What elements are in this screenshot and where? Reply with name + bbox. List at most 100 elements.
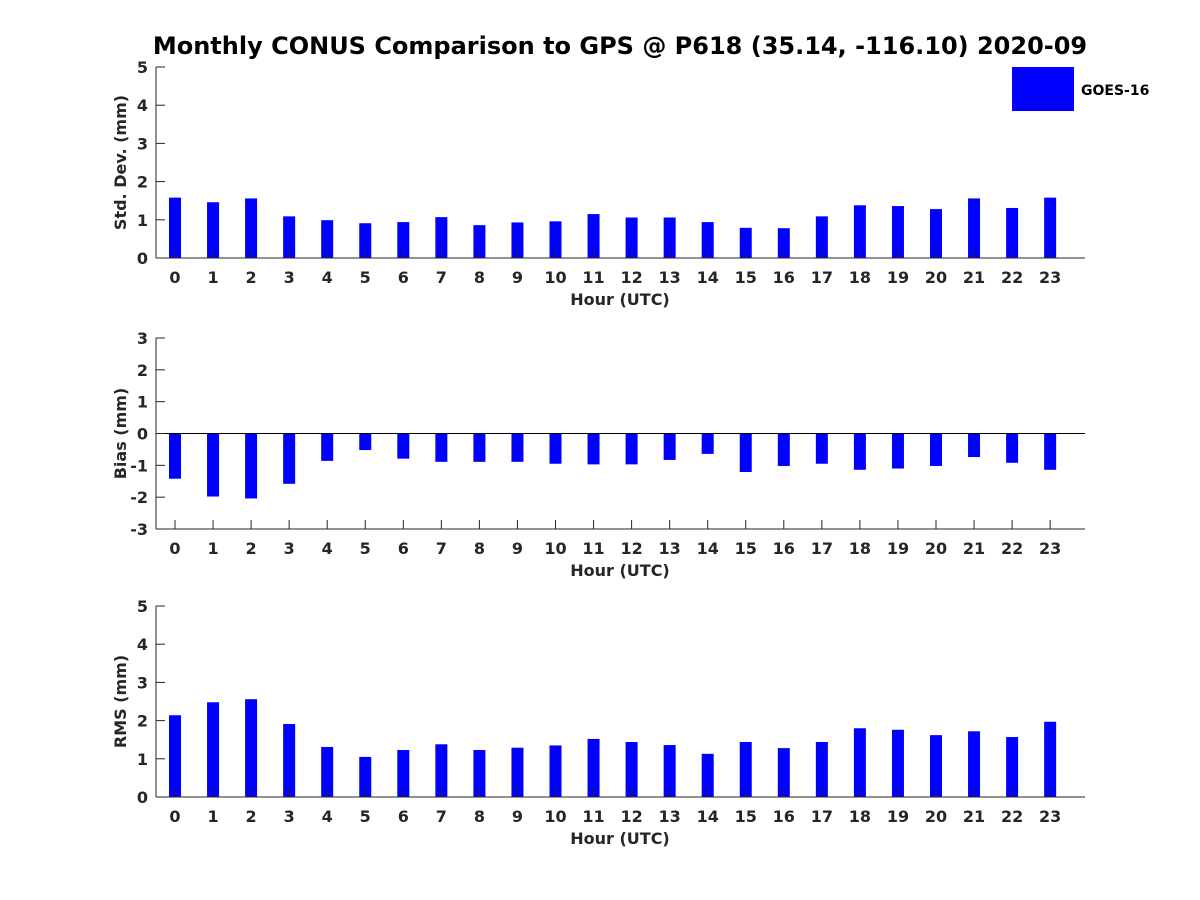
x-tick-label: 18 <box>849 539 871 558</box>
bar <box>930 209 942 258</box>
bar <box>511 222 524 258</box>
x-axis-label: Hour (UTC) <box>570 829 670 848</box>
y-axis-label: RMS (mm) <box>111 655 130 748</box>
y-tick-label: 1 <box>137 393 148 412</box>
bar <box>663 217 676 258</box>
x-tick-label: 5 <box>360 539 371 558</box>
bar <box>853 205 866 258</box>
x-tick-label: 20 <box>925 268 947 287</box>
y-tick-label: 3 <box>137 673 148 692</box>
bar <box>701 433 714 454</box>
x-tick-label: 18 <box>849 268 871 287</box>
y-tick-label: 0 <box>137 425 148 444</box>
bar <box>587 738 600 797</box>
x-tick-label: 10 <box>544 268 566 287</box>
bar <box>549 433 562 464</box>
bar <box>207 433 220 497</box>
bar <box>853 433 866 470</box>
x-tick-label: 22 <box>1001 807 1023 826</box>
bar <box>207 202 220 258</box>
x-tick-label: 10 <box>544 539 566 558</box>
bar <box>739 227 752 258</box>
bar <box>207 702 220 797</box>
bar <box>853 728 866 797</box>
x-tick-label: 19 <box>887 807 909 826</box>
x-tick-label: 11 <box>582 539 604 558</box>
bar <box>397 433 410 459</box>
bar <box>891 206 904 258</box>
bar <box>777 748 790 797</box>
x-tick-label: 9 <box>512 539 523 558</box>
x-tick-label: 6 <box>398 268 409 287</box>
bar <box>283 724 296 797</box>
x-tick-label: 15 <box>735 539 757 558</box>
y-tick-label: 0 <box>137 788 148 807</box>
x-tick-label: 1 <box>207 807 218 826</box>
y-axis-label: Bias (mm) <box>111 388 130 480</box>
x-tick-label: 15 <box>735 268 757 287</box>
bar <box>321 220 334 258</box>
y-tick-label: 3 <box>137 134 148 153</box>
x-axis-label: Hour (UTC) <box>570 561 670 580</box>
y-tick-label: 1 <box>137 750 148 769</box>
x-tick-label: 11 <box>582 268 604 287</box>
bar <box>587 214 600 258</box>
bar <box>245 198 258 258</box>
x-tick-label: 16 <box>773 539 795 558</box>
y-tick-label: 2 <box>137 173 148 192</box>
bar <box>891 729 904 797</box>
x-tick-label: 15 <box>735 807 757 826</box>
x-tick-label: 21 <box>963 807 985 826</box>
y-tick-label: 2 <box>137 712 148 731</box>
x-tick-label: 9 <box>512 268 523 287</box>
x-tick-label: 7 <box>436 268 447 287</box>
x-tick-label: 13 <box>659 268 681 287</box>
bar <box>701 753 714 797</box>
x-tick-label: 20 <box>925 539 947 558</box>
bar <box>1044 721 1057 797</box>
bar <box>739 741 752 797</box>
bar <box>473 750 486 797</box>
y-tick-label: 4 <box>137 635 148 654</box>
bar <box>473 433 486 462</box>
y-tick-label: -3 <box>130 520 148 539</box>
x-tick-label: 14 <box>697 539 719 558</box>
bar <box>1006 433 1019 463</box>
bar <box>245 699 258 797</box>
bar <box>245 433 258 499</box>
legend-label: GOES-16 <box>1081 83 1149 99</box>
chart-title: Monthly CONUS Comparison to GPS @ P618 (… <box>153 32 1087 60</box>
bar <box>1044 197 1057 258</box>
bar <box>777 433 790 466</box>
y-tick-label: 4 <box>137 96 148 115</box>
bar <box>549 745 562 797</box>
bar <box>1044 433 1057 470</box>
x-tick-label: 7 <box>436 539 447 558</box>
x-tick-label: 10 <box>544 807 566 826</box>
bar <box>283 433 296 484</box>
x-tick-label: 0 <box>169 268 180 287</box>
y-tick-label: 0 <box>137 249 148 268</box>
bar <box>435 217 448 258</box>
x-tick-label: 13 <box>659 539 681 558</box>
bar <box>891 433 904 469</box>
x-tick-label: 1 <box>207 539 218 558</box>
x-tick-label: 23 <box>1039 268 1061 287</box>
x-tick-label: 22 <box>1001 539 1023 558</box>
x-tick-label: 3 <box>284 268 295 287</box>
x-tick-label: 21 <box>963 268 985 287</box>
legend: GOES-16 <box>1012 67 1149 111</box>
bar <box>435 433 448 462</box>
x-tick-label: 7 <box>436 807 447 826</box>
x-tick-label: 4 <box>322 539 333 558</box>
x-tick-label: 18 <box>849 807 871 826</box>
bar <box>625 433 638 465</box>
bar <box>930 433 942 466</box>
bar <box>397 750 410 797</box>
bar <box>701 222 714 258</box>
bar <box>1006 737 1019 797</box>
bar <box>359 756 372 797</box>
